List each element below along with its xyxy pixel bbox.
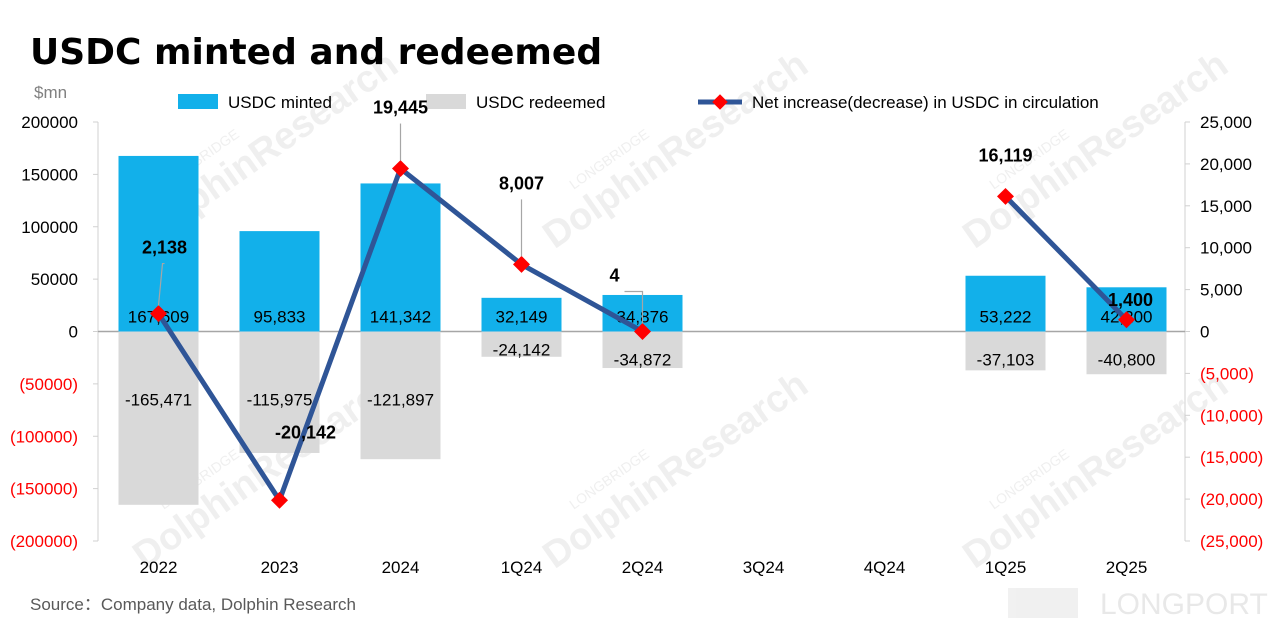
bar-minted [965, 275, 1046, 332]
unit-label: $mn [34, 83, 67, 102]
y-left-tick-label: 50000 [31, 270, 78, 289]
y-right-tick-label: 5,000 [1200, 281, 1243, 300]
bar-label-redeemed: -165,471 [125, 391, 192, 410]
net-data-label: 4 [609, 265, 619, 285]
x-tick-label: 1Q25 [985, 558, 1027, 577]
bar-label-redeemed: -34,872 [614, 351, 672, 370]
chart-title: USDC minted and redeemed [30, 32, 602, 73]
y-right-tick-label: (10,000) [1200, 406, 1263, 425]
y-left-tick-label: 200000 [21, 113, 78, 132]
source-note: Source：Company data, Dolphin Research [30, 595, 356, 614]
y-right-tick-label: 25,000 [1200, 113, 1252, 132]
legend-label-minted: USDC minted [228, 93, 332, 112]
x-tick-label: 2023 [261, 558, 299, 577]
bar-redeemed [360, 331, 441, 460]
y-right-tick-label: 15,000 [1200, 197, 1252, 216]
footer-logo-icon [1008, 588, 1078, 618]
y-left-tick-label: (100000) [10, 427, 78, 446]
y-left-tick-label: (200000) [10, 532, 78, 551]
net-marker [997, 187, 1014, 205]
y-right-tick-label: (20,000) [1200, 490, 1263, 509]
y-left-tick-label: 150000 [21, 165, 78, 184]
bar-label-redeemed: -40,800 [1098, 351, 1156, 370]
bar-minted [360, 183, 441, 332]
y-left-tick-label: 0 [69, 323, 78, 342]
net-marker [150, 305, 167, 323]
bar-label-redeemed: -24,142 [493, 341, 551, 360]
net-line-segment [1003, 194, 1129, 322]
net-data-label: 19,445 [373, 98, 428, 118]
bar-redeemed [118, 331, 199, 505]
y-left-tick-label: (50000) [19, 375, 78, 394]
bar-label-minted: 53,222 [980, 308, 1032, 327]
y-right-tick-label: 0 [1200, 323, 1209, 342]
net-marker [271, 491, 288, 509]
net-label-leader [624, 290, 644, 324]
bar-label-minted: 32,149 [496, 308, 548, 327]
footer-brand: LONGPORT [1100, 588, 1268, 621]
watermark-large: DolphinResearch [956, 363, 1236, 577]
net-data-label: -20,142 [275, 422, 336, 442]
x-tick-label: 2Q24 [622, 558, 664, 577]
net-data-label: 2,138 [142, 238, 187, 258]
x-tick-label: 2Q25 [1106, 558, 1148, 577]
legend-swatch-redeemed [426, 94, 466, 109]
footer-logo: LONGPORT [1008, 588, 1268, 621]
y-right-tick-label: 10,000 [1200, 239, 1252, 258]
x-tick-label: 2022 [140, 558, 178, 577]
bar-redeemed [1086, 331, 1167, 375]
legend-swatch-minted [178, 94, 218, 109]
net-labels: 2,138 -20,142 19,445 8,007 4 16,119 1,400 [142, 98, 1153, 443]
net-data-label: 1,400 [1108, 290, 1153, 310]
bar-redeemed [481, 331, 562, 357]
y-right-tick-label: (5,000) [1200, 364, 1254, 383]
x-tick-label: 2024 [382, 558, 420, 577]
legend-label-net: Net increase(decrease) in USDC in circul… [752, 93, 1099, 112]
y-right-tick-label: 20,000 [1200, 155, 1252, 174]
bar-label-minted: 95,833 [254, 308, 306, 327]
y-left-tick-label: 100000 [21, 218, 78, 237]
x-axis-labels: 2022 2023 2024 1Q24 2Q24 3Q24 4Q24 1Q25 2Q25 [140, 558, 1148, 577]
net-data-label: 16,119 [978, 145, 1032, 165]
bar-label-redeemed: -121,897 [367, 391, 434, 410]
bar-minted [239, 231, 320, 332]
bar-minted [481, 297, 562, 332]
bar-label-minted: 141,342 [370, 308, 431, 327]
net-data-label: 8,007 [499, 173, 544, 193]
x-tick-label: 1Q24 [501, 558, 543, 577]
bar-label-redeemed: -115,975 [247, 391, 313, 410]
watermark-large: DolphinResearch [536, 363, 816, 577]
net-marker [513, 255, 530, 273]
legend-label-redeemed: USDC redeemed [476, 93, 605, 112]
net-marker [392, 160, 409, 178]
net-label-leader [157, 262, 165, 306]
net-marker [634, 322, 651, 340]
y-right-tick-label: (25,000) [1200, 532, 1263, 551]
x-tick-label: 4Q24 [864, 558, 906, 577]
watermark-large: DolphinResearch [536, 43, 816, 257]
legend: USDC minted USDC redeemed Net increase(d… [178, 93, 1099, 112]
bar-redeemed [965, 331, 1046, 371]
y-left-tick-label: (150000) [10, 480, 78, 499]
bar-label-redeemed: -37,103 [977, 351, 1035, 370]
x-tick-label: 3Q24 [743, 558, 785, 577]
y-right-tick-label: (15,000) [1200, 448, 1263, 467]
